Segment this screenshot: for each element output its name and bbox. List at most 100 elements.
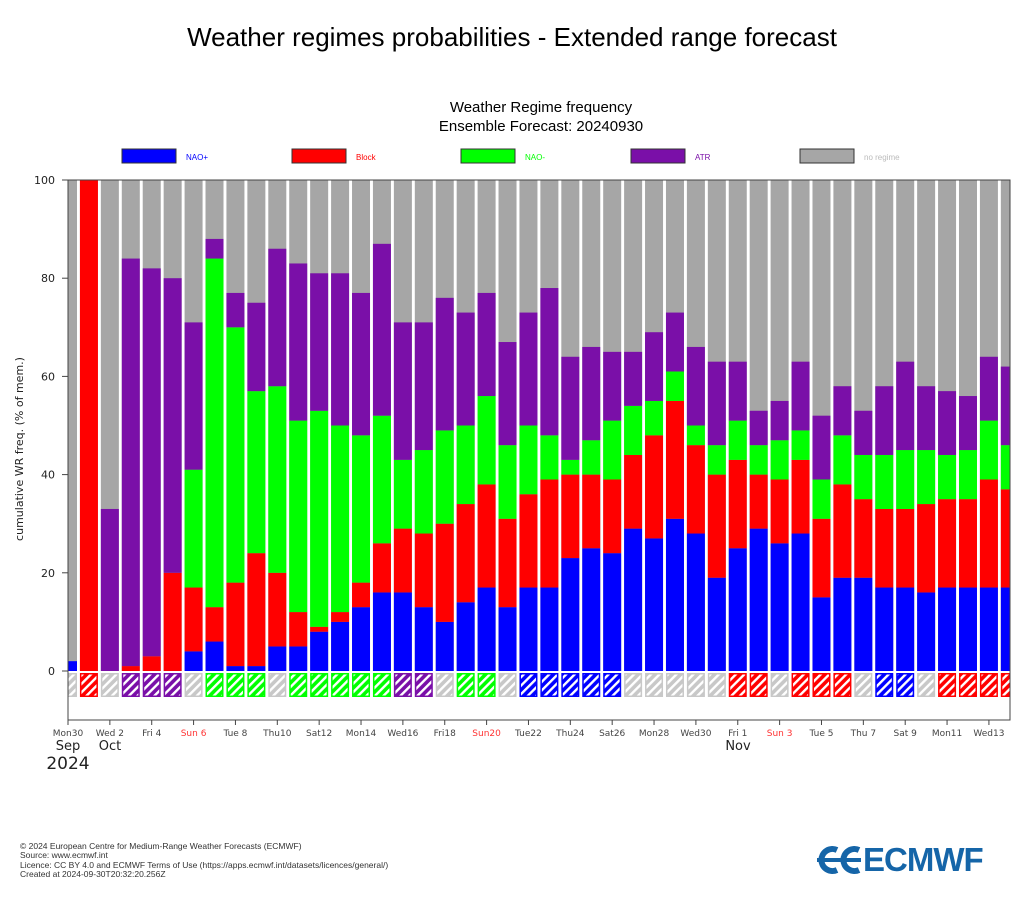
bar-stack (540, 180, 559, 697)
bar-segment-block (435, 523, 454, 622)
x-tick-label: Wed30 (680, 729, 711, 739)
bar-segment-atr (414, 322, 433, 451)
bar-segment-nao (456, 425, 475, 505)
bar-segment-block (331, 612, 350, 622)
bar-segment-atr (686, 346, 705, 426)
bar-segment-nao (331, 621, 350, 671)
dominant-regime-hatch (248, 674, 264, 696)
bar-segment-block (289, 612, 308, 647)
bar-segment-nao (854, 454, 873, 500)
bar-segment-nao (561, 459, 580, 475)
bar-stack (331, 180, 350, 697)
bar-segment-atr (184, 322, 203, 470)
bar-segment-no-regime (68, 180, 77, 671)
dominant-regime-hatch (625, 674, 641, 696)
bar-stack (561, 180, 580, 697)
bar-segment-nao (665, 371, 684, 401)
bar-segment-block (770, 479, 789, 544)
bar-segment-nao (393, 459, 412, 529)
bar-segment-atr (749, 410, 768, 446)
dominant-regime-hatch (646, 674, 662, 696)
bar-segment-atr (770, 400, 789, 441)
bar-stack (414, 180, 433, 697)
bar-stack (603, 180, 622, 697)
x-tick-label: Fri 4 (142, 729, 162, 739)
bar-segment-nao (268, 646, 287, 671)
bar-segment-block (896, 508, 915, 588)
bar-stack (226, 180, 245, 697)
bar-segment-atr (372, 243, 391, 416)
bar-segment-nao (728, 420, 747, 460)
bar-segment-block (665, 400, 684, 519)
bar-segment-nao (247, 666, 266, 671)
bar-segment-block (749, 474, 768, 529)
bar-segment-nao (938, 454, 957, 500)
dominant-regime-hatch (751, 674, 767, 696)
footer-copyright: © 2024 European Centre for Medium-Range … (20, 841, 302, 851)
bar-segment-block (184, 587, 203, 652)
bar-segment-block (372, 543, 391, 593)
bar-segment-nao (477, 396, 496, 485)
dominant-regime-hatch (123, 674, 139, 696)
bar-segment-nao (1000, 587, 1010, 671)
bar-segment-nao (477, 587, 496, 671)
bar-segment-atr (289, 263, 308, 421)
bar-segment-block (603, 479, 622, 554)
dominant-regime-hatch (688, 674, 704, 696)
bar-segment-nao (289, 420, 308, 613)
bar-segment-nao (749, 445, 768, 475)
y-axis: 0 20 40 60 80 100 (34, 174, 68, 678)
legend-swatch (799, 148, 855, 164)
x-tick-label: Wed13 (973, 729, 1004, 739)
bar-segment-nao (289, 646, 308, 671)
bar-segment-atr (875, 386, 894, 455)
bar-segment-nao (917, 592, 936, 671)
bar-segment-atr (707, 361, 726, 446)
bar-segment-atr (435, 297, 454, 431)
bar-segment-atr (393, 322, 412, 460)
legend-label: Block (356, 153, 377, 162)
dominant-regime-hatch (709, 674, 725, 696)
bar-segment-atr (142, 268, 161, 657)
x-tick-label: Mon14 (346, 729, 377, 739)
bar-segment-atr (268, 248, 287, 387)
bar-stack (707, 180, 726, 697)
bar-segment-nao (686, 425, 705, 446)
dominant-regime-hatch (793, 674, 809, 696)
year-label: 2024 (46, 754, 89, 774)
bar-stack (205, 180, 224, 697)
bar-segment-nao (833, 577, 852, 671)
bar-stack (749, 180, 768, 697)
bar-segment-nao (707, 577, 726, 671)
x-tick-label: Thu24 (555, 729, 585, 739)
bar-segment-block (540, 479, 559, 588)
dominant-regime-hatch (332, 674, 348, 696)
bar-segment-nao (352, 435, 371, 583)
x-tick-label: Mon30 (53, 729, 84, 739)
bar-segment-nao (854, 577, 873, 671)
y-axis-label: cumulative WR freq. (% of mem.) (13, 357, 26, 541)
chart-title: Weather Regime frequency (450, 99, 633, 116)
bar-segment-nao (812, 479, 831, 519)
bar-segment-nao (896, 587, 915, 671)
bar-segment-block (812, 518, 831, 598)
page-title: Weather regimes probabilities - Extended… (187, 22, 837, 52)
plot-frame (67, 179, 1011, 721)
bar-segment-nao (958, 450, 977, 500)
bar-segment-nao (749, 528, 768, 671)
bar-segment-nao (958, 587, 977, 671)
x-tick-label: Sun 3 (767, 729, 793, 739)
dominant-regime-hatch (541, 674, 557, 696)
bar-segment-nao (833, 435, 852, 485)
bar-segment-block (958, 499, 977, 588)
bar-stack (68, 180, 77, 697)
bar-segment-nao (456, 602, 475, 671)
bar-segment-block (477, 484, 496, 588)
y-tick-label: 0 (48, 665, 55, 678)
x-tick-label: Sat26 (599, 729, 625, 739)
bar-segment-atr (226, 292, 245, 328)
bar-stack (456, 180, 475, 697)
bar-segment-nao (1000, 445, 1010, 490)
bar-segment-nao (791, 533, 810, 671)
bar-segment-nao (875, 587, 894, 671)
